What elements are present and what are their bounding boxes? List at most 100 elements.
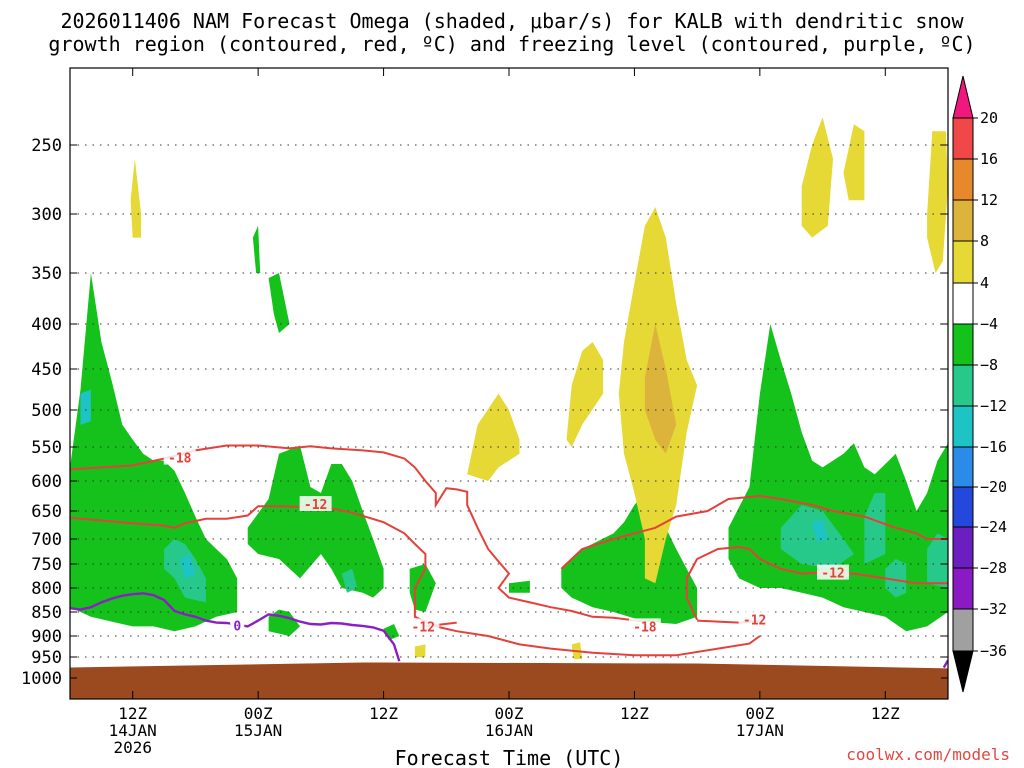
colorbar-band-11 — [952, 567, 974, 610]
colorbar-band-10 — [952, 526, 974, 569]
dgz-contour-label-5: -12 — [821, 567, 844, 582]
colorbar-band-12 — [952, 608, 974, 652]
colorbar-label-8: −16 — [980, 438, 1007, 456]
colorbar-bottom-arrow — [952, 650, 974, 693]
colorbar-label-2: 12 — [980, 191, 998, 209]
dgz-contour-label-bg-5 — [817, 564, 850, 580]
colorbar-top-arrow — [952, 75, 974, 119]
y-tick-label-650: 650 — [31, 502, 62, 522]
x-tick-label-0-2: 2026 — [113, 738, 152, 757]
y-tick-label-1000: 1000 — [21, 669, 62, 689]
omega-region-15 — [927, 533, 948, 588]
x-tick-label-6-0: 12Z — [871, 704, 900, 723]
y-tick-label-500: 500 — [31, 401, 62, 421]
y-tick-label-950: 950 — [31, 648, 62, 668]
y-tick-label-300: 300 — [31, 205, 62, 225]
colorbar-label-12: −32 — [980, 600, 1007, 618]
omega-region-14 — [885, 559, 907, 598]
y-tick-label-350: 350 — [31, 264, 62, 284]
x-tick-label-3-1: 16JAN — [485, 721, 533, 740]
colorbar-label-6: −8 — [980, 356, 998, 374]
x-axis-label: Forecast Time (UTC) — [395, 746, 624, 768]
omega-region-22 — [130, 158, 142, 238]
x-tick-label-1-0: 00Z — [244, 704, 273, 723]
y-tick-label-900: 900 — [31, 627, 62, 647]
dgz-contour-label-bg-2 — [407, 618, 440, 634]
omega-region-0 — [70, 273, 238, 632]
dgz-contour-label-bg-1 — [299, 496, 332, 511]
colorbar-label-5: −4 — [980, 315, 998, 333]
colorbar-band-6 — [952, 364, 974, 407]
x-tick-label-5-0: 00Z — [745, 704, 774, 723]
omega-region-16 — [179, 554, 196, 579]
omega-region-8 — [561, 493, 698, 624]
colorbar-label-13: −36 — [980, 642, 1007, 660]
colorbar-band-0 — [952, 117, 974, 160]
omega-region-24 — [843, 124, 865, 201]
y-tick-label-750: 750 — [31, 555, 62, 575]
colorbar: 20 16 12 8 4 −4 −8 −12 −16 −20 −24 −28 −32 −36 — [952, 75, 1007, 693]
colorbar-label-0: 20 — [980, 109, 998, 127]
ground-fill — [70, 662, 948, 699]
credit-text: coolwx.com/models — [846, 745, 1010, 764]
dgz-contour-label-bg-0 — [163, 449, 196, 465]
colorbar-band-9 — [952, 486, 974, 528]
y-tick-label-600: 600 — [31, 472, 62, 492]
omega-region-5 — [268, 273, 290, 333]
freezing-level-line-right — [942, 659, 948, 669]
omega-region-18 — [812, 519, 828, 542]
x-tick-label-0-0: 12Z — [118, 704, 147, 723]
chart-title-line-1: 2026011406 NAM Forecast Omega (shaded, μ… — [60, 9, 964, 33]
omega-region-11 — [341, 568, 358, 593]
omega-region-23 — [801, 117, 833, 238]
colorbar-label-3: 8 — [980, 232, 989, 250]
omega-region-2 — [268, 609, 300, 636]
omega-region-28 — [644, 324, 677, 454]
colorbar-band-4 — [952, 282, 974, 325]
omega-region-6 — [252, 225, 261, 273]
x-tick-label-2-0: 12Z — [369, 704, 398, 723]
colorbar-label-11: −28 — [980, 559, 1007, 577]
colorbar-band-5 — [952, 323, 974, 366]
omega-region-1 — [247, 445, 384, 598]
omega-region-9 — [728, 324, 948, 632]
y-tick-label-800: 800 — [31, 579, 62, 599]
dgz-contour-5 — [685, 545, 948, 621]
colorbar-band-8 — [952, 446, 974, 488]
freezing-level-label-bg — [230, 617, 245, 633]
dgz-contour-label-2: -12 — [412, 620, 435, 635]
colorbar-band-7 — [952, 405, 974, 448]
dgz-contour-label-3: -18 — [633, 620, 657, 635]
colorbar-label-4: 4 — [980, 274, 989, 292]
colorbar-band-3 — [952, 240, 974, 284]
dgz-contour-1 — [70, 505, 761, 657]
x-tick-label-1-1: 15JAN — [234, 721, 282, 740]
dgz-contour-label-1: -12 — [304, 498, 327, 513]
dgz-contour-3 — [560, 494, 948, 570]
y-tick-label-850: 850 — [31, 603, 62, 623]
colorbar-label-7: −12 — [980, 397, 1007, 415]
x-tick-label-3-0: 00Z — [495, 704, 524, 723]
omega-shading-layer — [70, 117, 948, 660]
colorbar-label-9: −20 — [980, 478, 1007, 496]
y-tick-label-450: 450 — [31, 360, 62, 380]
dgz-contour-label-bg-4 — [738, 611, 771, 627]
y-tick-label-550: 550 — [31, 438, 62, 458]
omega-region-19 — [467, 393, 520, 481]
dgz-contour-0 — [70, 444, 646, 623]
x-tick-label-5-1: 17JAN — [736, 721, 784, 740]
omega-region-7 — [509, 580, 530, 593]
dgz-contour-label-bg-3 — [628, 618, 661, 634]
y-tick-label-400: 400 — [31, 315, 62, 335]
omega-region-20 — [566, 342, 604, 447]
y-tick-label-700: 700 — [31, 530, 62, 550]
chart-title-line-2: growth region (contoured, red, ºC) and f… — [48, 32, 976, 56]
x-tick-label-4-0: 12Z — [620, 704, 649, 723]
omega-region-25 — [927, 131, 948, 273]
y-tick-label-250: 250 — [31, 136, 62, 156]
omega-region-26 — [414, 644, 426, 657]
colorbar-band-1 — [952, 158, 974, 201]
freezing-level-label: 0 — [233, 619, 241, 634]
